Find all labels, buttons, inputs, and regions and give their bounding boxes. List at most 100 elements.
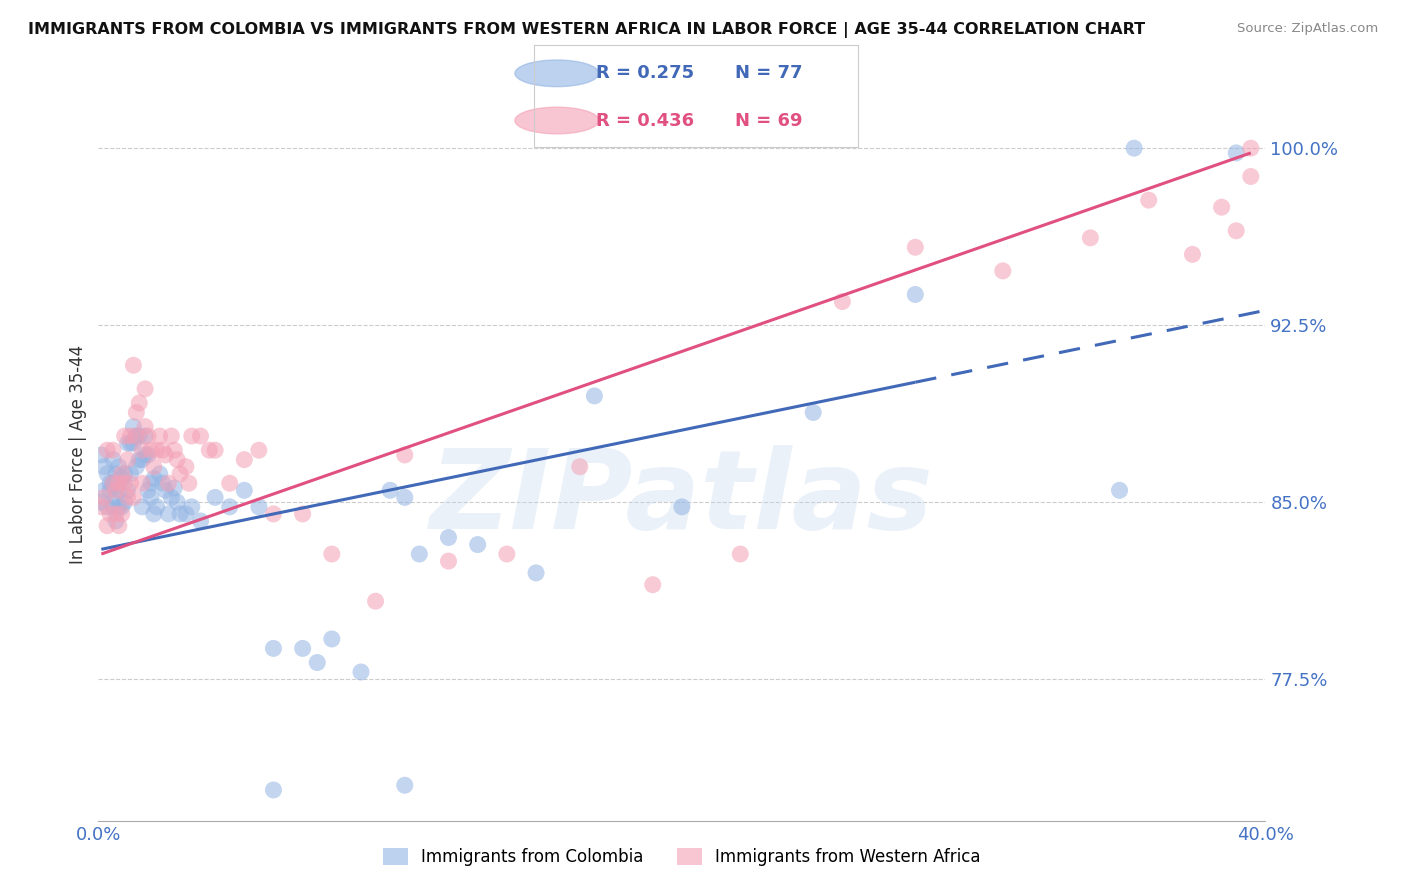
Point xyxy=(125,429,148,443)
Point xyxy=(114,467,136,481)
Point xyxy=(128,452,150,467)
Point xyxy=(190,514,212,528)
Point xyxy=(1240,169,1263,184)
Point xyxy=(120,467,142,481)
Point xyxy=(139,491,162,505)
Point xyxy=(408,547,430,561)
Point xyxy=(801,405,824,419)
Point xyxy=(93,491,115,505)
Point xyxy=(149,467,172,481)
Point xyxy=(262,641,284,656)
Point xyxy=(131,500,153,514)
Point xyxy=(583,389,606,403)
Point xyxy=(262,507,284,521)
Text: R = 0.275: R = 0.275 xyxy=(596,64,693,82)
Point xyxy=(169,467,191,481)
Point xyxy=(152,476,174,491)
Point xyxy=(134,382,156,396)
Point xyxy=(291,641,314,656)
Point xyxy=(394,448,416,462)
Point xyxy=(101,500,124,514)
Text: R = 0.436: R = 0.436 xyxy=(596,112,693,129)
Point xyxy=(104,483,127,498)
Point xyxy=(139,443,162,458)
Point xyxy=(117,452,139,467)
Point xyxy=(90,448,112,462)
Point xyxy=(1240,141,1263,155)
Point xyxy=(160,491,183,505)
Point xyxy=(1225,145,1247,160)
Point xyxy=(98,483,121,498)
Point xyxy=(101,452,124,467)
Point xyxy=(262,783,284,797)
Point xyxy=(134,448,156,462)
Point xyxy=(104,467,127,481)
Point xyxy=(111,471,134,485)
Circle shape xyxy=(515,60,599,87)
Point xyxy=(142,471,165,485)
Point xyxy=(111,507,134,521)
Point xyxy=(108,518,131,533)
Point xyxy=(134,419,156,434)
Point xyxy=(169,507,191,521)
Point xyxy=(904,240,927,254)
Point xyxy=(437,531,460,545)
Point xyxy=(136,448,159,462)
Point xyxy=(122,491,145,505)
Point xyxy=(198,443,221,458)
Text: Source: ZipAtlas.com: Source: ZipAtlas.com xyxy=(1237,22,1378,36)
Point xyxy=(378,483,402,498)
Point xyxy=(728,547,751,561)
Text: N = 77: N = 77 xyxy=(735,64,803,82)
Point xyxy=(157,507,180,521)
Y-axis label: In Labor Force | Age 35-44: In Labor Force | Age 35-44 xyxy=(69,345,87,565)
Point xyxy=(104,514,127,528)
Point xyxy=(101,476,124,491)
Point xyxy=(96,500,118,514)
Point xyxy=(142,459,165,474)
Point xyxy=(98,476,121,491)
Point xyxy=(125,459,148,474)
Point xyxy=(174,507,197,521)
Point xyxy=(120,429,142,443)
Point xyxy=(90,500,112,514)
Point xyxy=(98,507,121,521)
Point xyxy=(146,500,169,514)
Legend: Immigrants from Colombia, Immigrants from Western Africa: Immigrants from Colombia, Immigrants fro… xyxy=(374,839,990,874)
Point xyxy=(101,443,124,458)
Point xyxy=(218,500,240,514)
Point xyxy=(149,429,172,443)
Point xyxy=(131,476,153,491)
Point xyxy=(117,491,139,505)
Point xyxy=(108,476,131,491)
Point xyxy=(155,448,177,462)
Point xyxy=(350,665,373,679)
Point xyxy=(93,459,115,474)
Point xyxy=(180,429,202,443)
Text: ZIPatlas: ZIPatlas xyxy=(430,445,934,552)
Point xyxy=(111,500,134,514)
Point xyxy=(128,396,150,410)
Point xyxy=(101,476,124,491)
Point xyxy=(96,467,118,481)
Point xyxy=(131,452,153,467)
Point xyxy=(160,429,183,443)
Point xyxy=(1225,224,1247,238)
Point xyxy=(437,554,460,568)
Point xyxy=(166,452,188,467)
Point xyxy=(568,459,591,474)
Point xyxy=(108,459,131,474)
Text: N = 69: N = 69 xyxy=(735,112,803,129)
Point xyxy=(247,443,270,458)
Point xyxy=(394,491,416,505)
Point xyxy=(108,500,131,514)
Point xyxy=(96,443,118,458)
Point xyxy=(117,436,139,450)
Point xyxy=(128,429,150,443)
Point xyxy=(1123,141,1146,155)
Point xyxy=(247,500,270,514)
Point xyxy=(163,481,186,495)
Point xyxy=(131,443,153,458)
Point xyxy=(136,429,159,443)
Point xyxy=(1080,231,1102,245)
